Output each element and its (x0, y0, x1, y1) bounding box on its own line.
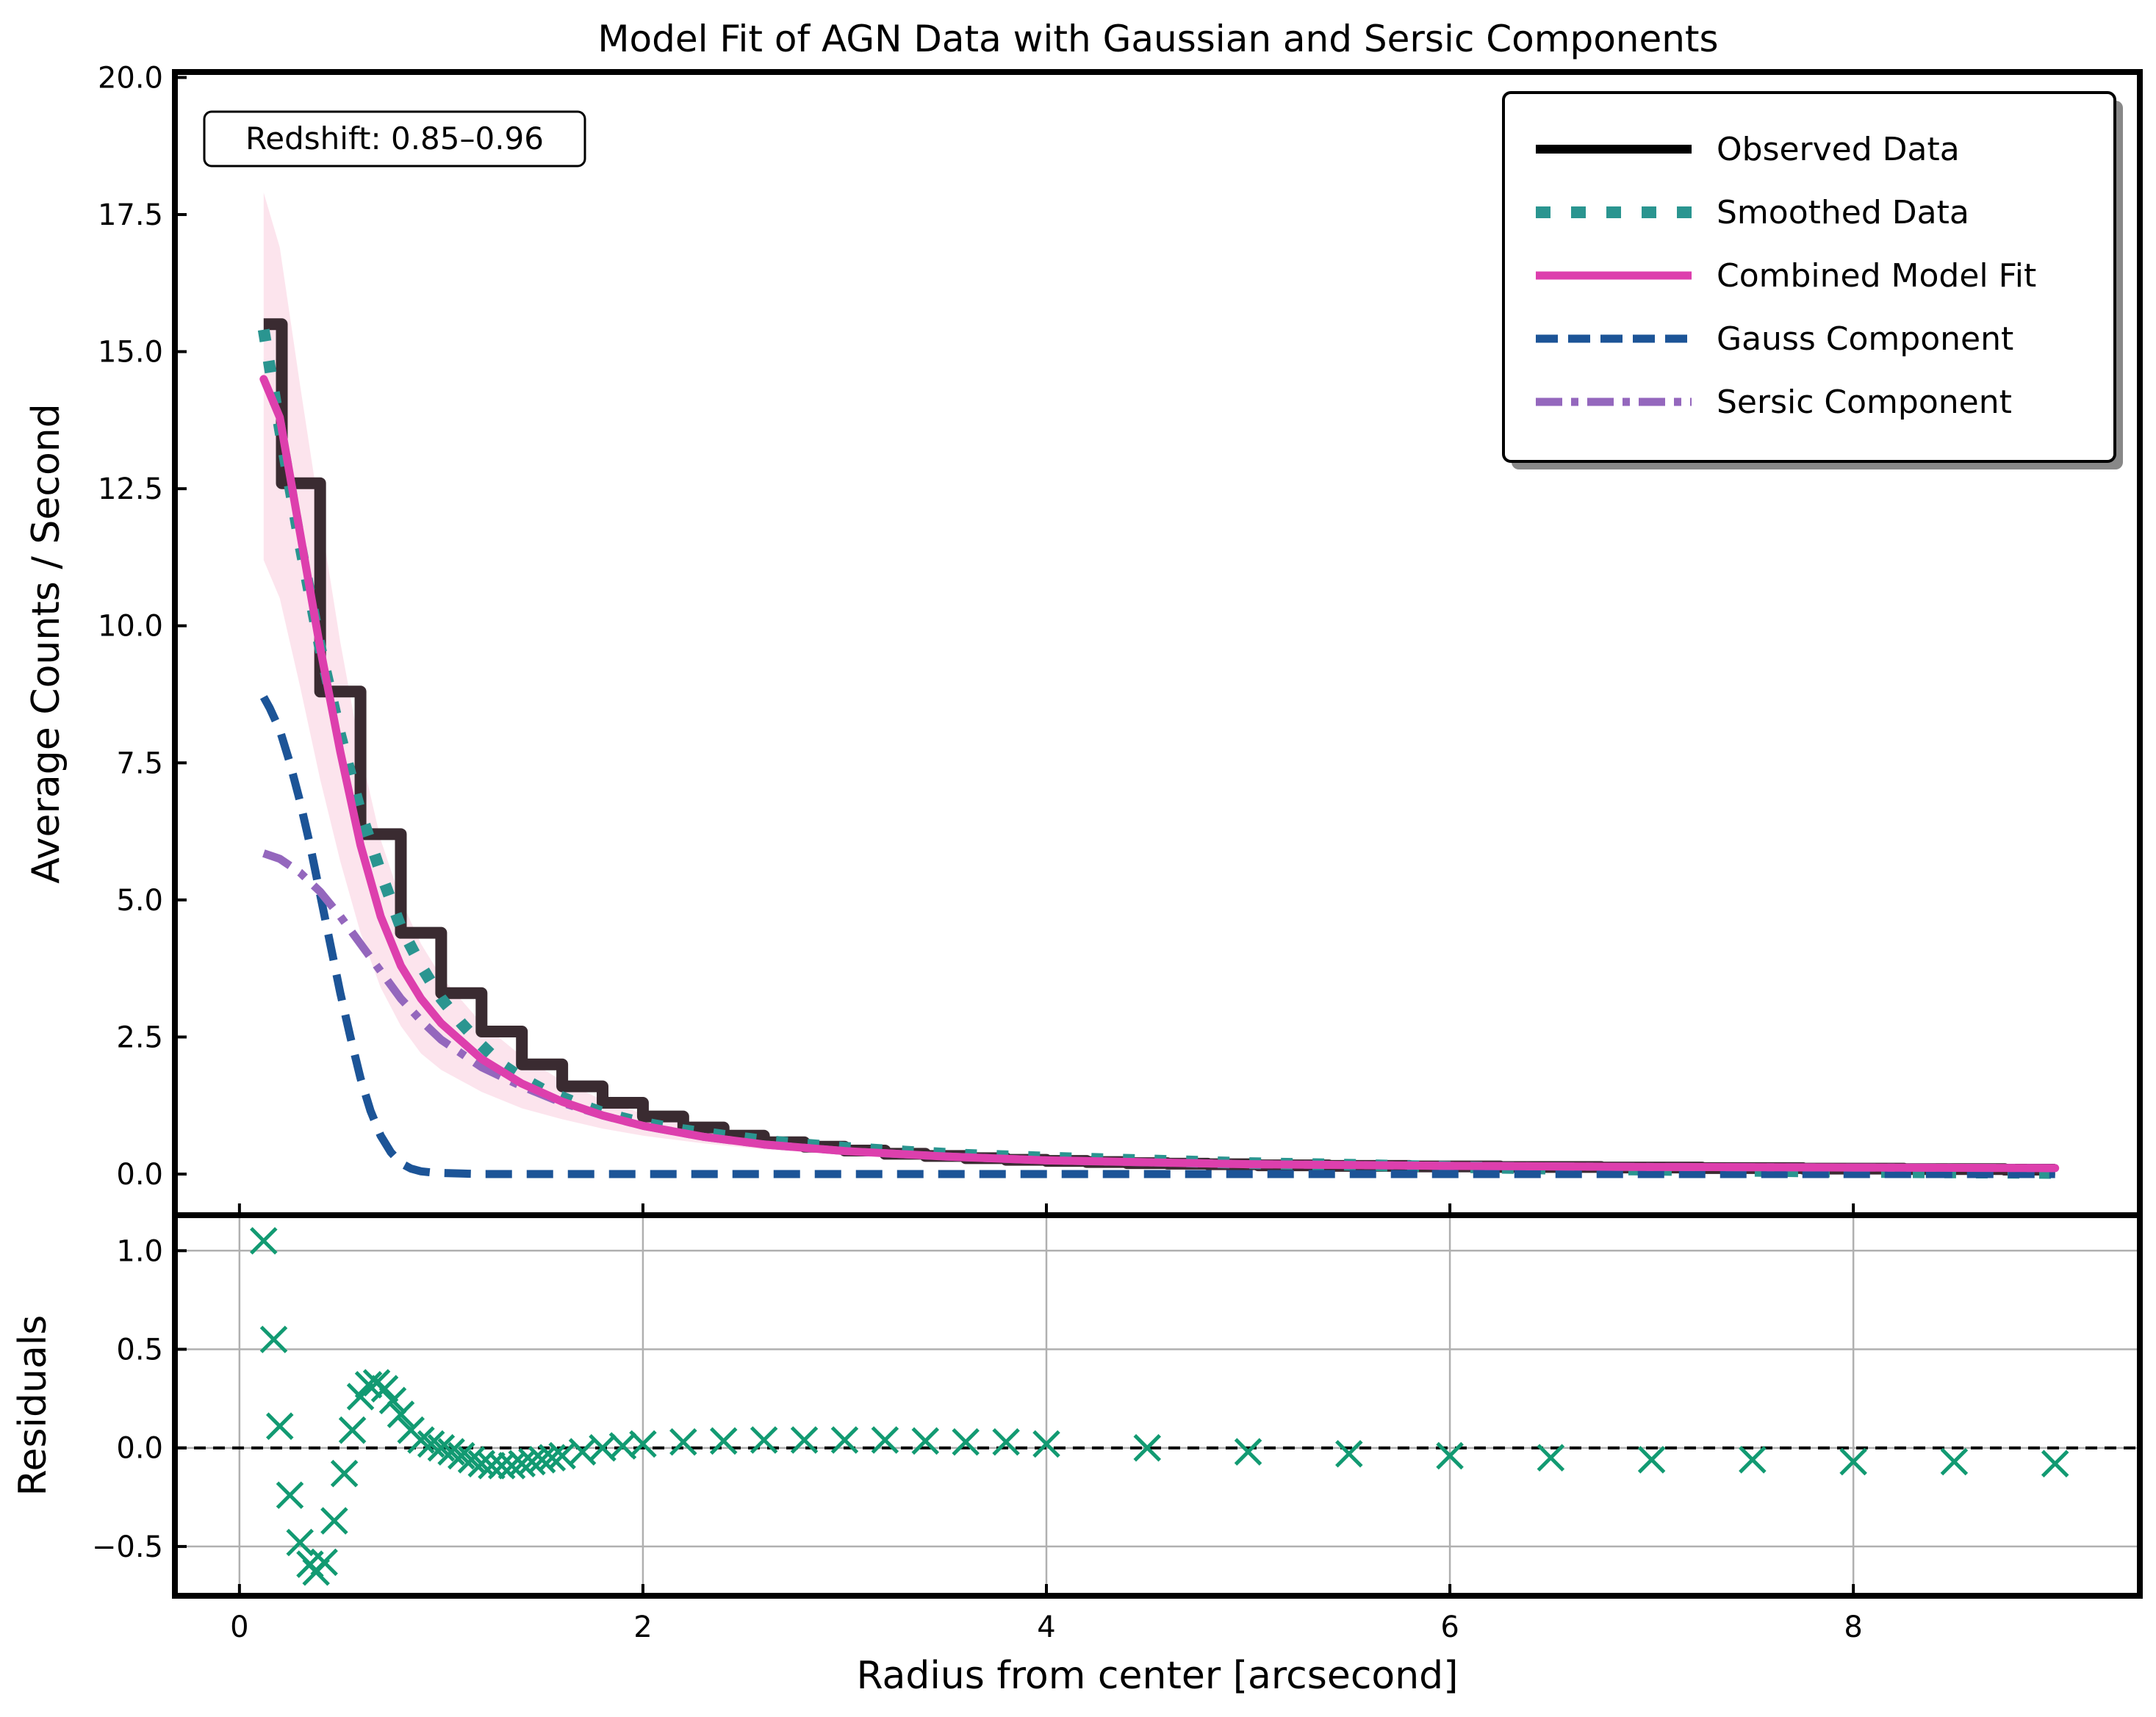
residual-y-axis-label: Residuals (11, 1315, 55, 1497)
x-tick-label: 6 (1440, 1610, 1459, 1644)
legend-label: Gauss Component (1717, 320, 2013, 358)
x-tick-label: 0 (230, 1610, 248, 1644)
chart-title: Model Fit of AGN Data with Gaussian and … (597, 18, 1718, 60)
main-y-tick-label: 2.5 (116, 1021, 163, 1054)
residual-point (709, 1427, 738, 1455)
residual-point (387, 1400, 415, 1428)
main-y-tick-label: 0.0 (116, 1158, 163, 1192)
series-line-gauss-component (259, 695, 2055, 1178)
residual-point (538, 1444, 567, 1472)
residual-point (1637, 1446, 1666, 1474)
legend-label: Combined Model Fit (1717, 257, 2036, 295)
residual-point (427, 1433, 456, 1462)
residual-point (320, 1507, 348, 1535)
main-y-tick-label: 12.5 (98, 472, 163, 506)
series-line-combined-model-fit (259, 375, 2060, 1173)
redshift-annotation: Redshift: 0.85–0.96 (203, 110, 586, 168)
residual-point (790, 1426, 819, 1454)
residual-point (417, 1430, 445, 1458)
main-y-tick-label: 10.0 (98, 610, 163, 644)
residual-point (1739, 1446, 1767, 1474)
residual-point (1940, 1447, 1969, 1476)
main-y-tick-label: 17.5 (98, 198, 163, 232)
residual-point (1234, 1438, 1262, 1466)
residual-point (448, 1441, 475, 1470)
annotation-box (203, 110, 586, 168)
residual-y-tick-label: −0.5 (92, 1530, 163, 1564)
x-tick-label: 8 (1844, 1610, 1862, 1644)
residual-point (830, 1426, 859, 1454)
x-tick-label: 2 (633, 1610, 652, 1644)
residual-point (265, 1412, 294, 1440)
residual-point (1436, 1441, 1464, 1470)
annotation-text: Redshift: 0.85–0.96 (245, 120, 544, 156)
main-y-tick-label: 20.0 (98, 61, 163, 95)
residual-point (370, 1375, 399, 1403)
residual-point (1537, 1444, 1565, 1472)
residual-point (250, 1227, 278, 1255)
main-plot: 0.0 2.5 5.0 7.5 10.0 12.5 15.0 17.5 20.0 Average… (24, 61, 2143, 1218)
residual-y-tick-label: 1.0 (116, 1234, 163, 1268)
residual-point (286, 1528, 314, 1557)
main-y-tick-label: 7.5 (116, 746, 163, 780)
residual-point (750, 1426, 778, 1454)
residual-point (437, 1438, 465, 1466)
residual-point (952, 1428, 980, 1456)
residual-plot: −0.5 0.0 0.5 1.0 0 2 4 6 8 Residuals Radius fro… (11, 1203, 2143, 1698)
x-tick-label: 4 (1037, 1610, 1055, 1644)
residual-point (457, 1446, 486, 1474)
main-y-tick-label: 5.0 (116, 884, 163, 918)
legend-frame (1502, 91, 2116, 463)
legend-label: Observed Data (1717, 131, 1960, 168)
residual-y-tick-label: 0.5 (116, 1333, 163, 1367)
residual-point (310, 1548, 338, 1577)
legend-label: Sersic Component (1717, 384, 2012, 421)
residual-point (1335, 1439, 1363, 1468)
main-y-axis-label: Average Counts / Second (24, 403, 68, 884)
legend: Observed Data Smoothed Data Combined Model… (1502, 91, 2123, 469)
main-y-tick-label: 15.0 (98, 336, 163, 370)
residual-point (276, 1481, 304, 1509)
residual-point (871, 1426, 899, 1454)
residual-point (669, 1428, 697, 1456)
residual-point (354, 1371, 383, 1399)
residual-point (330, 1459, 359, 1488)
residual-y-tick-label: 0.0 (116, 1432, 163, 1466)
residual-point (1032, 1430, 1060, 1458)
legend-label: Smoothed Data (1717, 194, 1969, 231)
residual-point (259, 1325, 288, 1353)
residual-point (338, 1416, 367, 1444)
residual-point (2041, 1450, 2069, 1477)
residual-point (478, 1452, 506, 1480)
residual-point (378, 1386, 407, 1415)
residual-point (911, 1427, 940, 1455)
residual-point (992, 1428, 1020, 1456)
residual-point (629, 1430, 657, 1458)
x-axis-label: Radius from center [arcsecond] (857, 1654, 1459, 1698)
residual-point (407, 1426, 435, 1454)
residual-axes-frame (172, 1212, 2143, 1599)
residual-point (1839, 1447, 1867, 1476)
residual-point (1133, 1433, 1162, 1462)
